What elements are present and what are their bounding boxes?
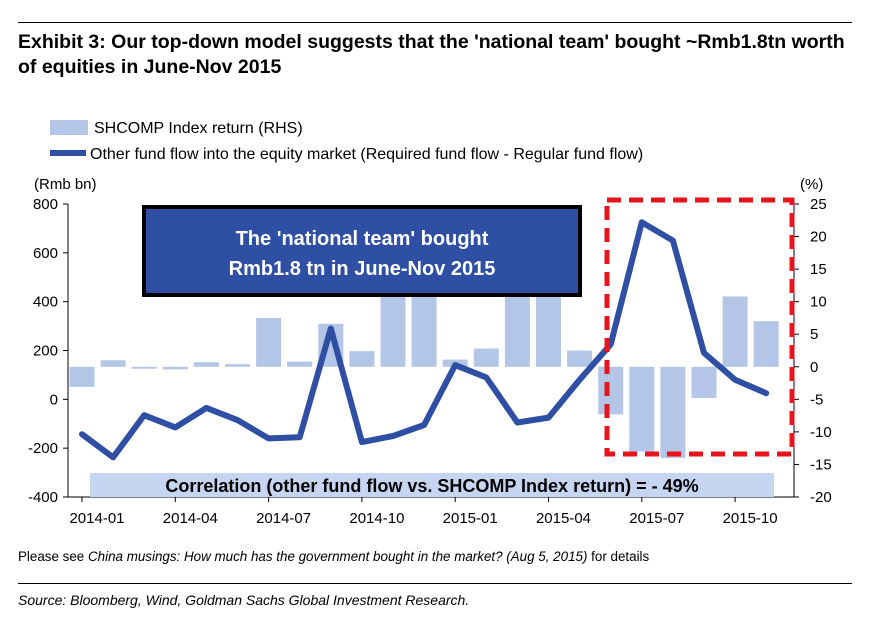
return-bar: [722, 296, 748, 367]
right-tick-label: 25: [810, 196, 827, 213]
legend-bar-swatch: [50, 120, 88, 135]
left-tick-label: -200: [28, 440, 58, 457]
return-bar: [131, 366, 157, 369]
right-tick-label: -5: [810, 391, 823, 408]
x-tick-label: 2015-07: [629, 510, 684, 527]
legend-line-label: Other fund flow into the equity market (…: [90, 146, 643, 163]
callout-box: [142, 205, 582, 297]
left-tick-label: 800: [33, 196, 58, 213]
bottom-rule: [18, 583, 852, 584]
right-tick-label: 5: [810, 326, 818, 343]
left-tick-label: 0: [50, 391, 58, 408]
return-bar: [753, 321, 779, 367]
return-bar: [567, 350, 593, 367]
x-tick-label: 2014-10: [349, 510, 404, 527]
legend-bar-label: SHCOMP Index return (RHS): [94, 120, 303, 137]
x-tick-label: 2015-04: [536, 510, 591, 527]
return-bar: [473, 348, 499, 367]
right-tick-label: -10: [810, 424, 832, 441]
correlation-banner: [90, 473, 774, 497]
right-tick-label: 0: [810, 359, 818, 376]
right-ticks: 25 20 15 10 5 0 -5 -10 -15 -20: [794, 196, 832, 506]
note-reference[interactable]: China musings: How much has the governme…: [87, 549, 588, 564]
left-tick-label: -400: [28, 489, 58, 506]
x-tick-label: 2014-04: [163, 510, 218, 527]
page-title: Exhibit 3: Our top-down model suggests t…: [18, 31, 845, 78]
return-bar: [349, 351, 375, 367]
return-bar: [629, 366, 655, 452]
right-axis-label: (%): [800, 176, 823, 193]
x-tick-label: 2014-01: [69, 510, 124, 527]
line-points: [81, 222, 767, 458]
june-nov-highlight-box: [604, 197, 795, 457]
note-prefix: Please see: [18, 549, 88, 564]
return-bar: [691, 366, 717, 399]
left-tick-label: 400: [33, 294, 58, 311]
return-bar: [598, 366, 624, 415]
source-line: Source: Bloomberg, Wind, Goldman Sachs G…: [18, 592, 470, 608]
x-tick-label: 2015-10: [723, 510, 778, 527]
correlation-text: Correlation (other fund flow vs. SHCOMP …: [165, 476, 698, 496]
note-suffix: for details: [587, 549, 650, 564]
top-rule: [18, 22, 852, 23]
right-tick-label: -15: [810, 456, 832, 473]
return-bar: [256, 317, 282, 367]
return-bar: [193, 362, 219, 367]
return-bar: [100, 360, 126, 367]
left-axis-label: (Rmb bn): [34, 176, 97, 193]
left-tick-label: 200: [33, 343, 58, 360]
left-tick-label: 600: [33, 245, 58, 262]
right-tick-label: 20: [810, 229, 827, 246]
right-tick-label: 10: [810, 294, 827, 311]
callout-line-2: Rmb1.8 tn in June-Nov 2015: [229, 258, 496, 280]
right-tick-label: -20: [810, 489, 832, 506]
x-tick-label: 2015-01: [443, 510, 498, 527]
details-note: Please see China musings: How much has t…: [18, 549, 649, 564]
callout-line-1: The 'national team' bought: [236, 228, 489, 250]
return-bar: [69, 366, 95, 387]
x-tick-label: 2014-07: [256, 510, 311, 527]
return-bar: [287, 361, 313, 367]
return-bar: [660, 366, 686, 458]
left-ticks: 800 600 400 200 0 -200 -400: [28, 196, 68, 506]
return-bar: [162, 366, 188, 370]
x-ticks: 2014-01 2014-04 2014-07 2014-10 2015-01 2015-…: [69, 497, 778, 527]
right-tick-label: 15: [810, 261, 827, 278]
chart: SHCOMP Index return (RHS) Other fund flo…: [28, 120, 832, 527]
return-bar: [225, 364, 250, 367]
